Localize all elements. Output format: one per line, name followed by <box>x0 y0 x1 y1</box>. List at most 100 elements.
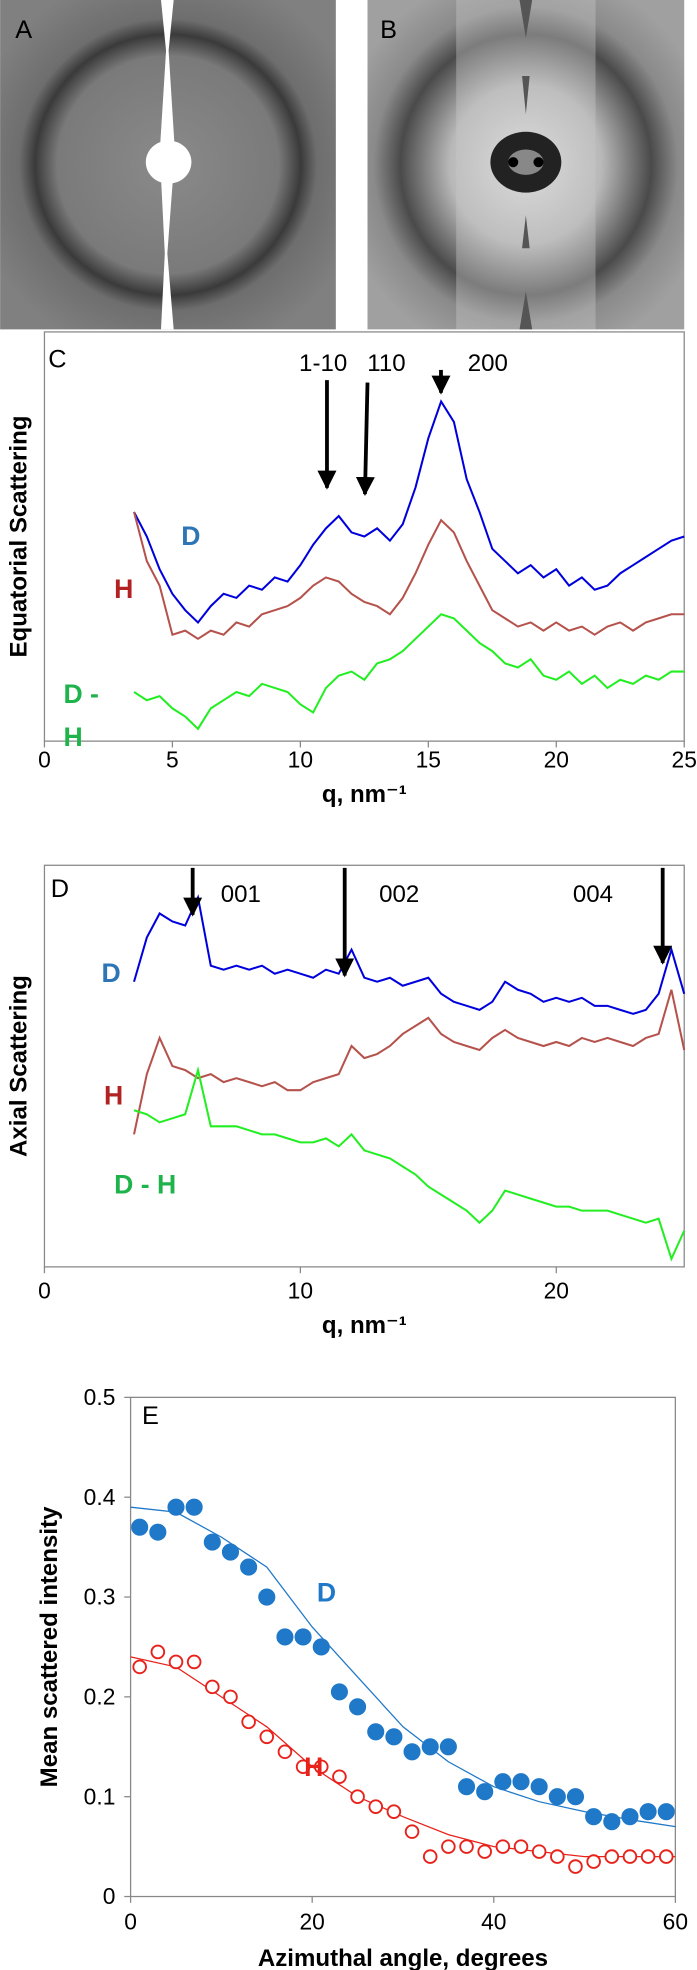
x-axis-label: Azimuthal angle, degrees <box>258 1945 548 1970</box>
scatter-point <box>221 1543 240 1561</box>
scatter-point <box>441 1839 456 1854</box>
x-tick-label: 20 <box>300 1908 325 1934</box>
scatter-point <box>585 1808 603 1826</box>
scatter-point <box>259 1729 275 1745</box>
y-axis-label: Mean scattered intensity <box>36 1506 63 1787</box>
scatter-point <box>132 1659 147 1675</box>
scatter-point <box>603 1813 621 1831</box>
y-tick-label: 0.4 <box>84 1484 116 1510</box>
x-axis-label: q, nm⁻¹ <box>322 1312 407 1339</box>
series-line <box>133 989 686 1135</box>
scatter-point <box>404 1824 420 1839</box>
plot-frame <box>43 864 685 1268</box>
scatter-point <box>421 1738 439 1756</box>
series-label: H <box>104 1081 123 1111</box>
scatter-point <box>295 1759 311 1775</box>
scatter-point <box>312 1638 330 1656</box>
image-label: A <box>15 16 32 44</box>
scatter-point <box>205 1679 220 1695</box>
y-axis-label: Equatorial Scattering <box>6 416 33 658</box>
annotation: 004 <box>573 881 613 908</box>
y-tick-label: 0.5 <box>84 1384 116 1410</box>
panel-label: D <box>51 875 69 903</box>
x-tick-label: 15 <box>416 747 441 773</box>
annotation: 001 <box>221 881 261 908</box>
y-tick-label: 0.2 <box>84 1683 116 1709</box>
scatter-point <box>313 1759 329 1775</box>
series-line <box>133 894 686 1015</box>
x-tick-label: 60 <box>663 1908 688 1934</box>
annotation: 110 <box>367 350 405 377</box>
scatter-point <box>566 1788 585 1806</box>
series-label: D - H <box>114 1169 176 1199</box>
scatter-point <box>167 1498 185 1516</box>
scatter-point <box>349 1698 367 1716</box>
scatter-point <box>639 1803 657 1821</box>
scatter-point <box>223 1689 238 1705</box>
scatter-point <box>658 1849 674 1864</box>
x-tick-label: 5 <box>166 747 179 773</box>
x-tick-label: 40 <box>481 1908 506 1934</box>
scatter-point <box>513 1839 529 1854</box>
scatter-point <box>276 1628 294 1646</box>
x-tick-label: 0 <box>38 1278 51 1304</box>
image-a <box>0 0 336 330</box>
x-axis-label: q, nm⁻¹ <box>322 781 407 808</box>
scatter-point <box>294 1628 312 1646</box>
scatter-point <box>403 1743 421 1761</box>
series-label: D -H <box>63 679 98 752</box>
scatter-point <box>385 1728 403 1746</box>
series-label: H <box>114 574 133 604</box>
scatter-point <box>350 1789 365 1804</box>
x-tick-label: 20 <box>544 747 569 773</box>
scatter-point <box>494 1773 512 1791</box>
scatter-point <box>185 1498 203 1516</box>
image-b <box>367 0 685 330</box>
series-line <box>133 399 685 624</box>
annotation: 200 <box>468 350 508 377</box>
scatter-point <box>512 1773 530 1791</box>
scatter-point <box>476 1783 494 1801</box>
scatter-point <box>367 1723 385 1741</box>
scatter-point <box>531 1844 547 1859</box>
fit-line <box>130 1656 676 1858</box>
scatter-point <box>640 1849 656 1864</box>
scatter-point <box>495 1839 511 1854</box>
scatter-point <box>168 1654 184 1670</box>
x-tick-label: 0 <box>38 747 51 773</box>
scatter-point <box>150 1644 166 1660</box>
scatter-point <box>622 1849 638 1864</box>
scatter-point <box>621 1808 639 1826</box>
x-tick-label: 0 <box>124 1908 137 1934</box>
scatter-point <box>568 1859 583 1874</box>
series-label: D <box>181 521 200 551</box>
scatter-point <box>203 1533 221 1551</box>
fit-line <box>130 1506 676 1828</box>
y-tick-label: 0.1 <box>84 1783 116 1809</box>
series-label: H <box>304 1752 323 1782</box>
scatter-point <box>186 1654 202 1670</box>
y-tick-label: 0.3 <box>84 1584 116 1610</box>
scatter-point <box>530 1778 548 1796</box>
scatter-point <box>368 1799 384 1814</box>
series-line <box>133 613 685 731</box>
scatter-point <box>332 1769 347 1785</box>
scatter-point <box>457 1778 476 1796</box>
x-tick-label: 10 <box>288 747 313 773</box>
scatter-point <box>422 1849 438 1864</box>
image-label: B <box>380 16 397 44</box>
scatter-point <box>277 1744 293 1760</box>
panel-label: C <box>48 345 66 373</box>
x-tick-label: 25 <box>672 747 697 773</box>
scatter-point <box>240 1558 258 1576</box>
scatter-point <box>330 1683 348 1701</box>
scatter-point <box>131 1518 149 1536</box>
series-label: D <box>101 958 120 988</box>
scatter-point <box>586 1854 601 1869</box>
scatter-point <box>657 1803 675 1821</box>
y-tick-label: 0 <box>103 1883 116 1909</box>
scatter-point <box>459 1839 474 1854</box>
scatter-point <box>439 1738 457 1756</box>
